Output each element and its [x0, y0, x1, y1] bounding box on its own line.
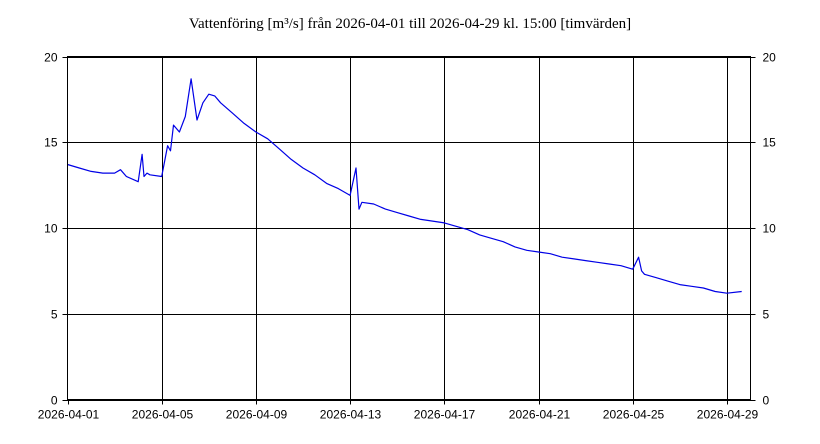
- x-tick-label: 2026-04-29: [697, 408, 759, 422]
- x-tick-label: 2026-04-21: [509, 408, 571, 422]
- series-line: [67, 78, 742, 294]
- grid: [67, 56, 751, 401]
- y-tick-label-right: 15: [763, 136, 777, 150]
- x-tick-label: 2026-04-17: [414, 408, 476, 422]
- y-axis-left: 0 5 10 15 20: [44, 51, 68, 408]
- x-tick-label: 2026-04-09: [226, 408, 288, 422]
- x-axis: 2026-04-01 2026-04-05 2026-04-09 2026-04-13…: [38, 399, 759, 422]
- x-tick-label: 2026-04-01: [38, 408, 100, 422]
- y-tick-label: 0: [51, 394, 58, 408]
- y-tick-label-right: 10: [763, 222, 777, 236]
- chart-title: Vattenföring [m³/s] från 2026-04-01 till…: [189, 16, 631, 32]
- y-tick-label-right: 20: [763, 51, 777, 65]
- y-tick-label: 5: [51, 308, 58, 322]
- y-tick-label: 15: [44, 136, 58, 150]
- x-tick-label: 2026-04-05: [132, 408, 194, 422]
- series-layer: [67, 78, 742, 294]
- x-tick-label: 2026-04-13: [320, 408, 382, 422]
- y-axis-right: 0 5 10 15 20: [750, 51, 777, 408]
- y-tick-label-right: 0: [763, 394, 770, 408]
- x-tick-label: 2026-04-25: [603, 408, 665, 422]
- y-tick-label-right: 5: [763, 308, 770, 322]
- y-tick-label: 20: [44, 51, 58, 65]
- y-tick-label: 10: [44, 222, 58, 236]
